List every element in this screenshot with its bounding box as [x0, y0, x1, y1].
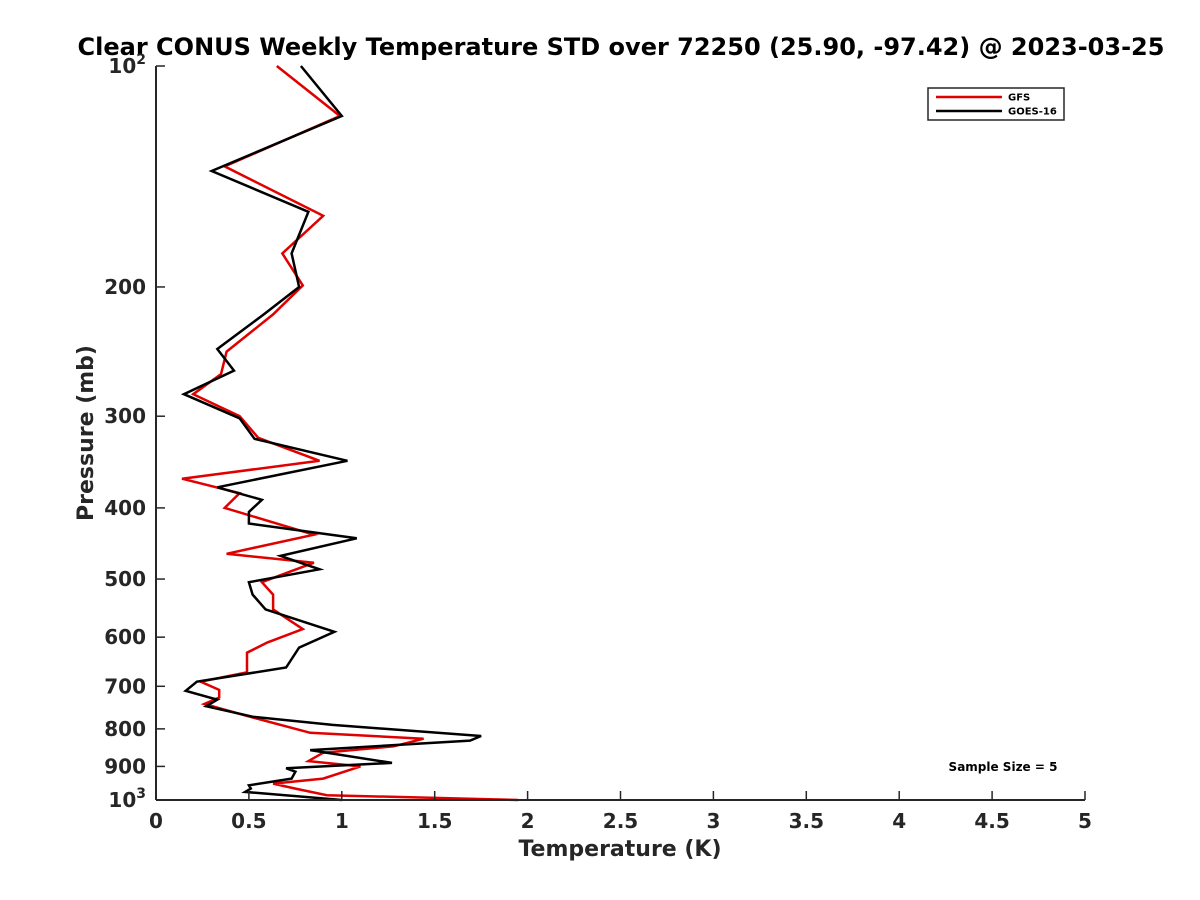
y-tick-label: 900 [104, 754, 146, 778]
series-line-goes-16 [180, 65, 482, 802]
x-axis-ticks: 0 0.5 1 1.5 2 2.5 3 3.5 4 4.5 5 [149, 791, 1092, 833]
sample-size-annotation: Sample Size = 5 [949, 760, 1058, 774]
y-tick-label: 800 [104, 717, 146, 741]
y-axis-label: Pressure (mb) [74, 345, 99, 521]
plot-area [155, 65, 1085, 802]
legend-label: GFS [1008, 93, 1030, 104]
x-tick-label: 0 [149, 809, 163, 833]
x-tick-label: 1.5 [417, 809, 452, 833]
series-line-gfs [181, 65, 519, 802]
y-tick-label: 700 [104, 674, 146, 698]
series-layer [180, 65, 519, 802]
y-tick-label: 500 [104, 567, 146, 591]
legend-label: GOES-16 [1008, 107, 1057, 118]
x-axis-label: Temperature (K) [518, 837, 721, 862]
y-tick-label: 600 [104, 625, 146, 649]
x-tick-label: 3.5 [789, 809, 824, 833]
y-tick-label: 400 [104, 496, 146, 520]
x-tick-label: 0.5 [231, 809, 266, 833]
plot-frame [156, 66, 1085, 800]
chart-title: Clear CONUS Weekly Temperature STD over … [78, 33, 1165, 61]
x-tick-label: 4 [892, 809, 906, 833]
y-tick-label: 102 [108, 52, 146, 78]
y-axis-ticks: 102 200 300 400 500 600 700 800 900 103 [104, 52, 165, 812]
y-tick-label: 300 [104, 404, 146, 428]
x-tick-label: 1 [335, 809, 349, 833]
legend-box [927, 87, 1065, 121]
x-tick-label: 5 [1078, 809, 1092, 833]
y-tick-label: 200 [104, 275, 146, 299]
x-tick-label: 4.5 [974, 809, 1009, 833]
x-tick-label: 2 [521, 809, 535, 833]
legend: GFS GOES-16 [927, 87, 1065, 121]
x-tick-label: 2.5 [603, 809, 638, 833]
x-tick-label: 3 [706, 809, 720, 833]
y-tick-label: 103 [108, 786, 146, 812]
